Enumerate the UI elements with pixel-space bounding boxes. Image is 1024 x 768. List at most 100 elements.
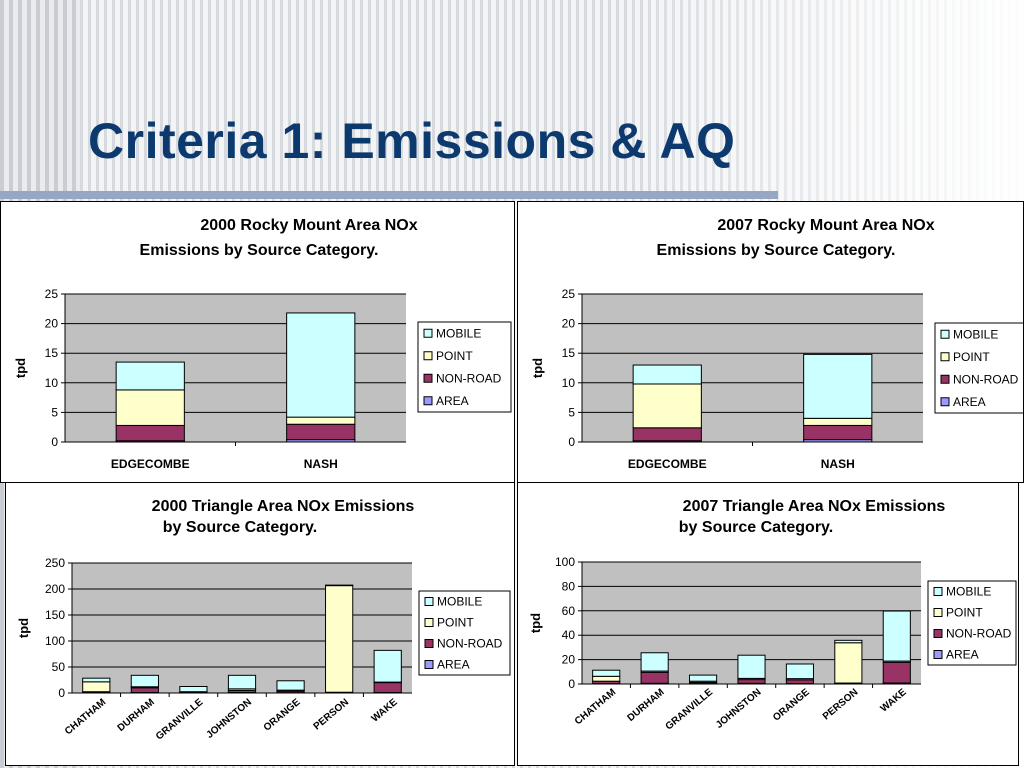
bar-segment-non-road xyxy=(882,661,911,684)
legend-swatch-non-road xyxy=(424,639,434,648)
bar-segment-point xyxy=(82,681,111,693)
chart-title-line: 2000 Rocky Mount Area NOx xyxy=(200,217,417,234)
bar-segment-mobile xyxy=(227,674,257,690)
bar-segment-mobile xyxy=(882,610,911,662)
bar-segment-mobile xyxy=(115,361,185,391)
legend-label: MOBILE xyxy=(953,327,998,341)
bar-segment-non-road xyxy=(373,682,402,693)
x-tick-label: CHATHAM xyxy=(63,697,108,737)
legend-swatch-area xyxy=(933,650,943,659)
slide-title: Criteria 1: Emissions & AQ xyxy=(88,113,736,169)
chart-panel-rocky-2000: 0 5 10 15 20 25 tpd 2000 Rocky Mount Area NOx Em… xyxy=(0,201,515,483)
legend-label: MOBILE xyxy=(436,326,481,340)
legend-swatch-mobile xyxy=(933,587,943,596)
chart-title-line: Emissions by Source Category. xyxy=(657,242,896,259)
y-tick-label: 0 xyxy=(568,435,575,449)
x-tick-label: DURHAM xyxy=(625,687,666,724)
y-tick-label: 50 xyxy=(52,660,66,674)
y-tick-label: 150 xyxy=(45,608,65,622)
bar-segment-mobile xyxy=(276,680,305,691)
chart-rocky-2000: 0 5 10 15 20 25 tpd 2000 Rocky Mount Area NOx Em… xyxy=(13,217,512,471)
bar-segment-mobile xyxy=(179,686,208,693)
legend-box xyxy=(418,590,511,676)
legend-label: NON-ROAD xyxy=(437,637,503,651)
legend-swatch-point xyxy=(424,618,434,627)
bar-segment-mobile xyxy=(689,674,718,682)
legend-label: POINT xyxy=(946,606,983,620)
x-tick-label: NASH xyxy=(821,457,855,471)
chart-panel-triangle-2007: 0 20 40 60 80 100 tpd 2007 Triangle Area NOx Em… xyxy=(517,482,1019,766)
bar-segment-non-road xyxy=(737,679,766,684)
legend-swatch-point xyxy=(423,351,433,361)
y-tick-label: 20 xyxy=(562,317,576,331)
y-tick-label: 0 xyxy=(51,435,58,449)
bar-segment-mobile xyxy=(286,312,356,418)
legend-label: POINT xyxy=(437,616,474,630)
bar-segment-mobile xyxy=(737,654,766,679)
chart-title-line: Emissions by Source Category. xyxy=(140,242,379,259)
y-axis-label: tpd xyxy=(528,613,543,633)
x-tick-label: EDGECOMBE xyxy=(628,457,707,471)
bar-segment-mobile xyxy=(803,353,873,419)
legend-box xyxy=(927,580,1017,666)
chart-title-line: by Source Category. xyxy=(679,519,833,536)
chart-title-line: by Source Category. xyxy=(163,519,317,536)
y-tick-label: 10 xyxy=(562,376,576,390)
bar-segment-non-road xyxy=(785,679,814,685)
legend-label: AREA xyxy=(436,394,469,408)
legend-box xyxy=(417,321,512,413)
bar-segment-mobile xyxy=(82,677,111,683)
y-tick-label: 0 xyxy=(568,677,575,691)
x-tick-label: JOHNSTON xyxy=(204,697,254,741)
legend-label: NON-ROAD xyxy=(953,372,1019,386)
y-axis-label: tpd xyxy=(530,358,545,378)
y-tick-label: 20 xyxy=(45,317,59,331)
y-tick-label: 0 xyxy=(58,686,65,700)
x-tick-label: NASH xyxy=(304,457,338,471)
legend-swatch-non-road xyxy=(940,374,950,384)
chart-triangle-2000: 0 50 100 150 200 250 tpd 2000 Triangle Area NOx… xyxy=(16,498,511,743)
legend-swatch-point xyxy=(940,352,950,362)
y-tick-label: 40 xyxy=(562,628,576,642)
legend-label: AREA xyxy=(946,648,979,662)
y-tick-label: 15 xyxy=(562,346,576,360)
bar-segment-mobile xyxy=(325,584,354,587)
y-tick-label: 100 xyxy=(45,634,65,648)
y-tick-label: 200 xyxy=(45,582,65,596)
legend-swatch-non-road xyxy=(933,629,943,638)
legend-box xyxy=(934,322,1023,414)
bar-segment-point xyxy=(834,642,863,684)
x-tick-label: GRANVILLE xyxy=(154,697,206,743)
chart-title-line: 2007 Triangle Area NOx Emissions xyxy=(683,498,946,515)
x-tick-label: ORANGE xyxy=(262,697,303,734)
title-underline xyxy=(0,191,778,199)
chart-rocky-2007: 0 5 10 15 20 25 tpd 2007 Rocky Mount Area NOx Em… xyxy=(530,217,1023,471)
bar-segment-mobile xyxy=(834,639,863,644)
legend-swatch-non-road xyxy=(423,373,433,383)
bar-segment-non-road xyxy=(640,671,669,684)
y-tick-label: 5 xyxy=(568,405,575,419)
bar-segment-mobile xyxy=(640,652,669,672)
chart-panel-triangle-2000: 0 50 100 150 200 250 tpd 2000 Triangle Area NOx… xyxy=(5,482,515,766)
bar-segment-non-road xyxy=(632,427,702,442)
x-tick-label: DURHAM xyxy=(116,697,157,734)
bar-segment-point xyxy=(286,416,356,425)
y-tick-label: 20 xyxy=(562,653,576,667)
y-tick-label: 80 xyxy=(562,579,576,593)
y-tick-label: 15 xyxy=(45,346,59,360)
chart-triangle-2007: 0 20 40 60 80 100 tpd 2007 Triangle Area NOx Em… xyxy=(528,498,1017,732)
y-tick-label: 10 xyxy=(45,376,59,390)
bar-segment-mobile xyxy=(592,669,621,677)
bar-segment-point xyxy=(325,585,354,693)
bar-segment-point xyxy=(592,675,621,682)
bar-segment-mobile xyxy=(632,364,702,385)
y-axis-label: tpd xyxy=(16,618,31,638)
bar-segment-point xyxy=(803,417,873,426)
y-axis-label: tpd xyxy=(13,358,28,378)
chart-panel-rocky-2007: 0 5 10 15 20 25 tpd 2007 Rocky Mount Area NOx Em… xyxy=(517,201,1024,483)
bar-segment-non-road xyxy=(286,423,356,441)
legend-swatch-point xyxy=(933,608,943,617)
y-tick-label: 5 xyxy=(51,405,58,419)
legend-swatch-area xyxy=(423,396,433,406)
x-tick-label: WAKE xyxy=(370,697,400,725)
